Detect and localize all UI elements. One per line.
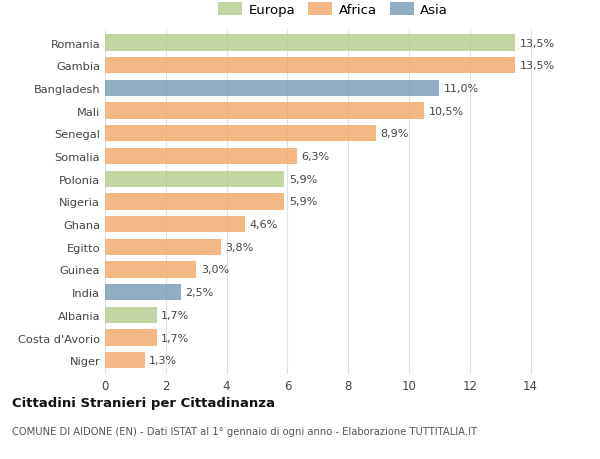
Text: 2,5%: 2,5%	[185, 287, 214, 297]
Bar	[105, 307, 157, 323]
Bar	[105, 217, 245, 233]
Bar	[105, 285, 181, 301]
Text: 1,3%: 1,3%	[149, 356, 177, 365]
Bar	[105, 58, 515, 74]
Text: 5,9%: 5,9%	[289, 197, 317, 207]
Text: 1,7%: 1,7%	[161, 310, 190, 320]
Bar	[105, 149, 296, 165]
Bar	[105, 194, 284, 210]
Text: 6,3%: 6,3%	[301, 151, 329, 162]
Text: 5,9%: 5,9%	[289, 174, 317, 185]
Bar	[105, 353, 145, 369]
Text: Cittadini Stranieri per Cittadinanza: Cittadini Stranieri per Cittadinanza	[12, 396, 275, 409]
Text: 4,6%: 4,6%	[250, 219, 278, 230]
Bar	[105, 103, 424, 119]
Text: COMUNE DI AIDONE (EN) - Dati ISTAT al 1° gennaio di ogni anno - Elaborazione TUT: COMUNE DI AIDONE (EN) - Dati ISTAT al 1°…	[12, 426, 477, 436]
Bar	[105, 262, 196, 278]
Text: 3,0%: 3,0%	[201, 265, 229, 275]
Text: 10,5%: 10,5%	[429, 106, 464, 117]
Bar	[105, 239, 221, 255]
Bar	[105, 81, 439, 97]
Text: 13,5%: 13,5%	[520, 39, 555, 48]
Legend: Europa, Africa, Asia: Europa, Africa, Asia	[215, 1, 451, 20]
Text: 8,9%: 8,9%	[380, 129, 409, 139]
Text: 11,0%: 11,0%	[444, 84, 479, 94]
Text: 1,7%: 1,7%	[161, 333, 190, 343]
Bar	[105, 171, 284, 187]
Text: 13,5%: 13,5%	[520, 61, 555, 71]
Bar	[105, 330, 157, 346]
Bar	[105, 126, 376, 142]
Bar	[105, 35, 515, 51]
Text: 3,8%: 3,8%	[225, 242, 253, 252]
